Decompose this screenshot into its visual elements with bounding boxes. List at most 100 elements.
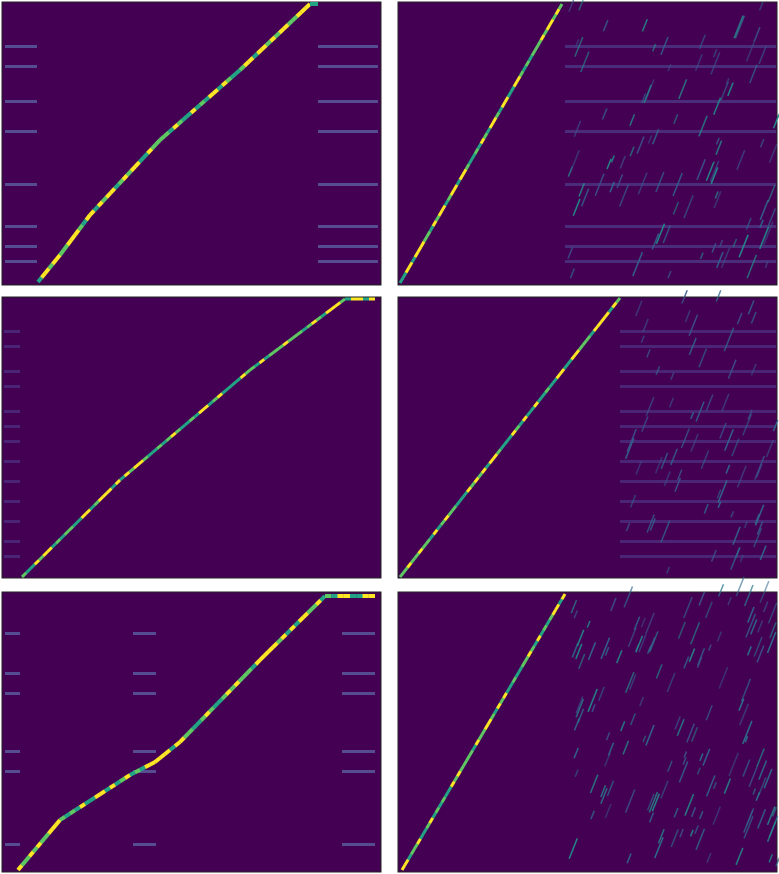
alignment-segment	[216, 84, 224, 91]
stripe	[4, 480, 20, 483]
alignment-segment	[557, 3, 564, 10]
streak	[743, 584, 754, 607]
streak	[757, 620, 764, 633]
alignment-segment	[125, 169, 133, 177]
alignment-segment	[46, 546, 53, 553]
streak	[715, 137, 720, 145]
stripe	[620, 500, 776, 503]
alignment-segment	[263, 354, 270, 361]
streak	[694, 825, 699, 835]
streak	[573, 610, 579, 619]
stripe	[620, 555, 776, 558]
streak	[575, 698, 585, 718]
streak	[568, 838, 578, 860]
streak	[626, 853, 632, 864]
streak	[755, 748, 765, 768]
streak	[775, 856, 779, 867]
alignment-segment	[607, 306, 614, 314]
alignment-segment	[428, 533, 435, 541]
alignment-segment	[182, 731, 190, 740]
stripe	[342, 692, 375, 695]
streak	[594, 173, 605, 197]
streak	[766, 631, 777, 654]
alignment-segment	[254, 658, 262, 666]
alignment-segment	[128, 467, 135, 474]
streak	[744, 735, 749, 743]
alignment-segment	[211, 396, 219, 403]
alignment-segment	[469, 481, 476, 489]
streak	[706, 852, 712, 863]
streak	[657, 828, 665, 844]
streak	[674, 477, 682, 492]
alignment-segment	[106, 487, 113, 494]
streak	[759, 138, 765, 148]
alignment-segment	[267, 645, 275, 653]
streak	[758, 45, 767, 65]
streak	[574, 769, 579, 778]
alignment-segment	[137, 156, 145, 164]
alignment-segment	[495, 448, 502, 455]
alignment-segment	[207, 400, 214, 407]
streak	[750, 363, 757, 376]
alignment-segment	[600, 315, 607, 323]
streak	[630, 713, 636, 726]
alignment-segment	[40, 271, 47, 279]
alignment-segment	[179, 423, 186, 431]
alignment-segment	[203, 95, 211, 103]
streak	[705, 161, 715, 182]
streak	[738, 234, 749, 258]
alignment-segment	[185, 111, 193, 119]
streak	[769, 622, 777, 639]
streak	[767, 602, 778, 624]
alignment-segment	[278, 27, 286, 35]
alignment-segment	[262, 650, 271, 658]
streak	[670, 448, 678, 466]
alignment-segment	[409, 848, 416, 856]
stripe	[565, 245, 776, 248]
streak	[688, 314, 699, 337]
streak	[626, 428, 637, 452]
stripe	[5, 245, 37, 248]
streak	[677, 621, 686, 640]
alignment-segment	[447, 509, 454, 517]
alignment-segment	[443, 199, 450, 207]
stripe	[318, 130, 378, 133]
streak	[674, 716, 681, 730]
streak	[712, 97, 722, 116]
alignment-segment	[269, 35, 277, 43]
alignment-segment	[315, 315, 323, 322]
alignment-segment	[59, 533, 66, 541]
streak	[746, 646, 752, 656]
alignment-segment	[557, 598, 564, 606]
streak	[628, 674, 637, 691]
streak	[736, 465, 747, 488]
streak	[747, 300, 755, 315]
streak	[711, 243, 717, 253]
streak	[604, 803, 612, 819]
streak	[654, 456, 663, 474]
alignment-segment	[521, 65, 528, 72]
streak	[738, 698, 745, 711]
stripe	[5, 770, 20, 773]
alignment-segment	[253, 361, 261, 368]
streak	[752, 788, 757, 795]
alignment-segment	[503, 438, 510, 446]
alignment-segment	[43, 267, 51, 275]
streak	[736, 312, 743, 325]
alignment-segment	[416, 246, 423, 253]
alignment-segment	[80, 512, 87, 520]
streak	[743, 809, 754, 833]
streak	[606, 158, 612, 170]
streak	[648, 791, 659, 813]
alignment-segment	[329, 304, 337, 311]
alignment-segment	[92, 204, 100, 212]
streak	[723, 778, 732, 794]
streak	[610, 155, 615, 163]
streak	[620, 720, 626, 732]
alignment-segment	[154, 138, 162, 146]
alignment-segment	[272, 347, 280, 354]
alignment-segment	[137, 459, 145, 466]
alignment-segment	[133, 160, 141, 168]
alignment-segment	[471, 744, 478, 751]
